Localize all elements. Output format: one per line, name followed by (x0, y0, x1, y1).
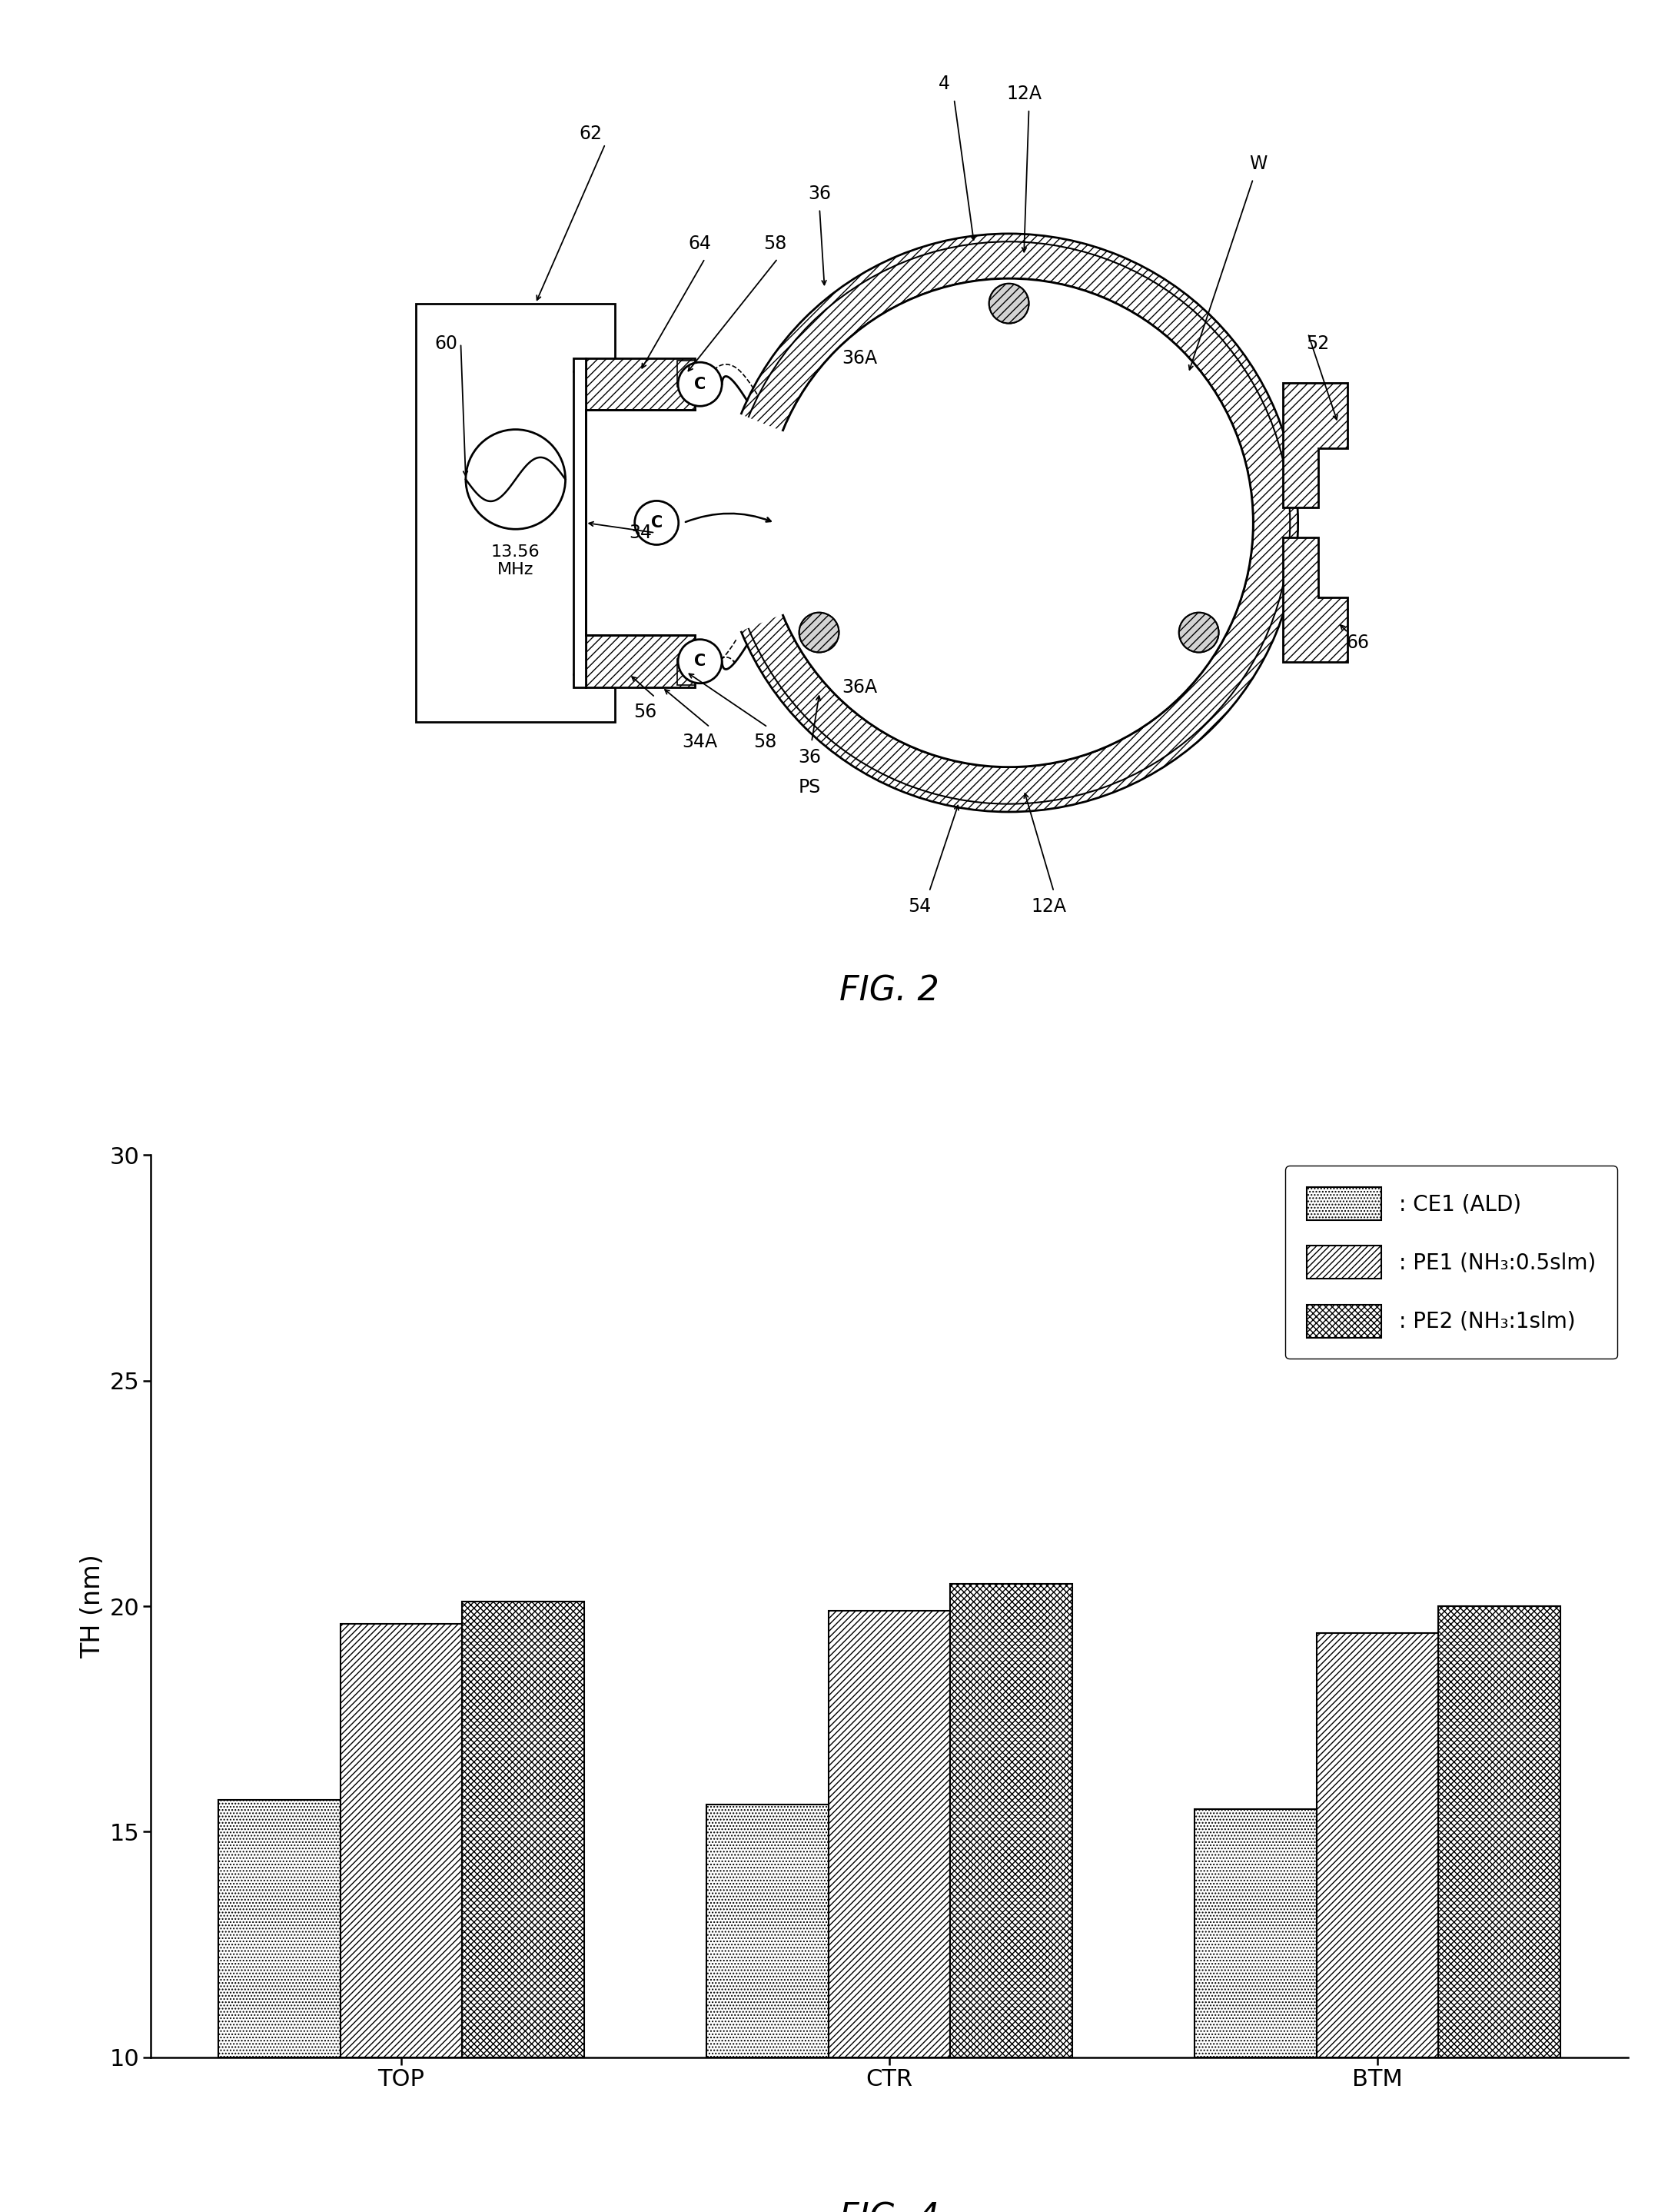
Text: 64: 64 (688, 234, 711, 252)
Text: 12A: 12A (1032, 898, 1067, 916)
Text: 54: 54 (908, 898, 931, 916)
Text: 36: 36 (809, 184, 831, 204)
Wedge shape (715, 414, 1008, 633)
Text: 34A: 34A (683, 732, 718, 752)
Bar (676, 361, 695, 387)
Text: 58: 58 (763, 234, 787, 252)
Text: C: C (695, 376, 706, 392)
Text: 12A: 12A (1007, 84, 1042, 104)
Text: 4: 4 (938, 75, 950, 93)
Text: 34: 34 (629, 524, 651, 542)
Bar (829, 1610, 950, 2057)
Text: 60: 60 (435, 334, 458, 352)
Text: 36: 36 (799, 748, 821, 765)
Bar (706, 1805, 829, 2057)
Bar (218, 1801, 341, 2057)
Text: 56: 56 (634, 703, 656, 721)
Circle shape (466, 429, 565, 529)
Bar (950, 1584, 1072, 2057)
Bar (1438, 1606, 1561, 2057)
Text: FIG. 4: FIG. 4 (839, 2201, 940, 2212)
Bar (416, 303, 616, 721)
Bar (1317, 1632, 1438, 2057)
Bar (574, 358, 586, 688)
Bar (341, 1624, 461, 2057)
Polygon shape (586, 635, 695, 688)
Y-axis label: TH (nm): TH (nm) (81, 1555, 106, 1659)
Text: C: C (651, 515, 663, 531)
Circle shape (799, 613, 839, 653)
Bar (586, 409, 695, 635)
Text: 13.56
MHz: 13.56 MHz (492, 544, 540, 577)
Circle shape (988, 283, 1029, 323)
Wedge shape (720, 234, 1299, 812)
Text: FIG. 2: FIG. 2 (839, 975, 940, 1009)
Polygon shape (1284, 538, 1347, 661)
Circle shape (678, 639, 722, 684)
Text: PS: PS (799, 779, 821, 796)
Bar (1195, 1809, 1317, 2057)
Text: 58: 58 (753, 732, 777, 752)
Text: 62: 62 (579, 124, 602, 144)
Polygon shape (1284, 383, 1347, 509)
Circle shape (765, 279, 1253, 768)
Text: W: W (1248, 155, 1267, 173)
Text: 36A: 36A (842, 349, 878, 367)
Legend: : CE1 (ALD), : PE1 (NH₃:0.5slm), : PE2 (NH₃:1slm): : CE1 (ALD), : PE1 (NH₃:0.5slm), : PE2 (… (1285, 1166, 1618, 1358)
Circle shape (678, 363, 722, 407)
Bar (461, 1601, 584, 2057)
Text: 36A: 36A (842, 679, 878, 697)
Text: 66: 66 (1346, 633, 1369, 653)
Circle shape (1180, 613, 1218, 653)
Circle shape (634, 500, 678, 544)
Bar (676, 659, 695, 686)
Text: 52: 52 (1305, 334, 1329, 352)
Text: C: C (695, 655, 706, 668)
Polygon shape (586, 358, 695, 409)
